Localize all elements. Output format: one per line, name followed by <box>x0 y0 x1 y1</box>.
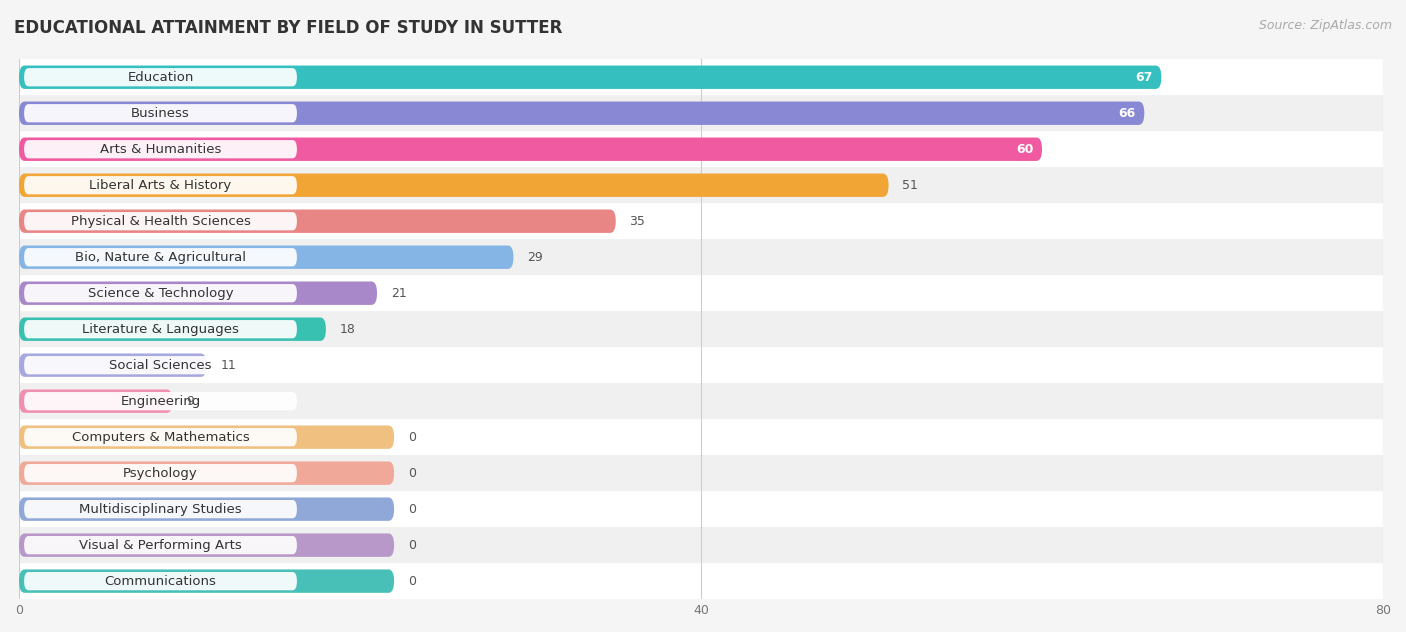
FancyBboxPatch shape <box>20 245 513 269</box>
Text: 0: 0 <box>408 538 416 552</box>
FancyBboxPatch shape <box>24 284 297 302</box>
FancyBboxPatch shape <box>20 353 207 377</box>
Text: 0: 0 <box>408 466 416 480</box>
Text: Computers & Mathematics: Computers & Mathematics <box>72 430 249 444</box>
FancyBboxPatch shape <box>24 104 297 123</box>
Text: 0: 0 <box>408 502 416 516</box>
Text: Education: Education <box>128 71 194 83</box>
FancyBboxPatch shape <box>20 138 1042 161</box>
FancyBboxPatch shape <box>20 239 1384 275</box>
Text: Communications: Communications <box>104 574 217 588</box>
Text: Visual & Performing Arts: Visual & Performing Arts <box>79 538 242 552</box>
FancyBboxPatch shape <box>20 389 173 413</box>
FancyBboxPatch shape <box>20 347 1384 383</box>
FancyBboxPatch shape <box>20 66 1161 89</box>
FancyBboxPatch shape <box>24 320 297 338</box>
Text: Literature & Languages: Literature & Languages <box>82 323 239 336</box>
FancyBboxPatch shape <box>20 497 394 521</box>
Text: 9: 9 <box>186 394 194 408</box>
Text: 66: 66 <box>1119 107 1136 119</box>
FancyBboxPatch shape <box>20 167 1384 204</box>
FancyBboxPatch shape <box>20 131 1384 167</box>
FancyBboxPatch shape <box>24 536 297 554</box>
FancyBboxPatch shape <box>20 455 1384 491</box>
Text: Physical & Health Sciences: Physical & Health Sciences <box>70 215 250 228</box>
FancyBboxPatch shape <box>20 533 394 557</box>
Text: 18: 18 <box>339 323 356 336</box>
FancyBboxPatch shape <box>24 356 297 374</box>
Text: 60: 60 <box>1017 143 1033 155</box>
FancyBboxPatch shape <box>20 204 1384 239</box>
Text: 0: 0 <box>408 430 416 444</box>
Text: Source: ZipAtlas.com: Source: ZipAtlas.com <box>1258 19 1392 32</box>
FancyBboxPatch shape <box>20 527 1384 563</box>
Text: Arts & Humanities: Arts & Humanities <box>100 143 221 155</box>
Text: EDUCATIONAL ATTAINMENT BY FIELD OF STUDY IN SUTTER: EDUCATIONAL ATTAINMENT BY FIELD OF STUDY… <box>14 19 562 37</box>
FancyBboxPatch shape <box>24 176 297 195</box>
FancyBboxPatch shape <box>24 140 297 159</box>
Text: Engineering: Engineering <box>121 394 201 408</box>
FancyBboxPatch shape <box>24 500 297 518</box>
FancyBboxPatch shape <box>20 210 616 233</box>
Text: Multidisciplinary Studies: Multidisciplinary Studies <box>79 502 242 516</box>
Text: 67: 67 <box>1136 71 1153 83</box>
Text: 0: 0 <box>408 574 416 588</box>
Text: 51: 51 <box>903 179 918 191</box>
FancyBboxPatch shape <box>20 275 1384 311</box>
FancyBboxPatch shape <box>20 563 1384 599</box>
Text: 11: 11 <box>221 359 236 372</box>
Text: Science & Technology: Science & Technology <box>87 287 233 300</box>
Text: Psychology: Psychology <box>124 466 198 480</box>
FancyBboxPatch shape <box>24 248 297 266</box>
Text: Business: Business <box>131 107 190 119</box>
FancyBboxPatch shape <box>20 102 1144 125</box>
FancyBboxPatch shape <box>20 59 1384 95</box>
FancyBboxPatch shape <box>20 425 394 449</box>
FancyBboxPatch shape <box>24 68 297 87</box>
FancyBboxPatch shape <box>20 95 1384 131</box>
FancyBboxPatch shape <box>20 317 326 341</box>
FancyBboxPatch shape <box>24 392 297 410</box>
Text: Bio, Nature & Agricultural: Bio, Nature & Agricultural <box>75 251 246 264</box>
FancyBboxPatch shape <box>20 419 1384 455</box>
Text: Social Sciences: Social Sciences <box>110 359 212 372</box>
FancyBboxPatch shape <box>24 428 297 446</box>
Text: 21: 21 <box>391 287 406 300</box>
FancyBboxPatch shape <box>20 174 889 197</box>
FancyBboxPatch shape <box>24 572 297 590</box>
FancyBboxPatch shape <box>20 311 1384 347</box>
Text: Liberal Arts & History: Liberal Arts & History <box>90 179 232 191</box>
FancyBboxPatch shape <box>24 464 297 482</box>
FancyBboxPatch shape <box>20 281 377 305</box>
FancyBboxPatch shape <box>24 212 297 230</box>
Text: 35: 35 <box>630 215 645 228</box>
FancyBboxPatch shape <box>20 383 1384 419</box>
FancyBboxPatch shape <box>20 569 394 593</box>
FancyBboxPatch shape <box>20 461 394 485</box>
Text: 29: 29 <box>527 251 543 264</box>
FancyBboxPatch shape <box>20 491 1384 527</box>
